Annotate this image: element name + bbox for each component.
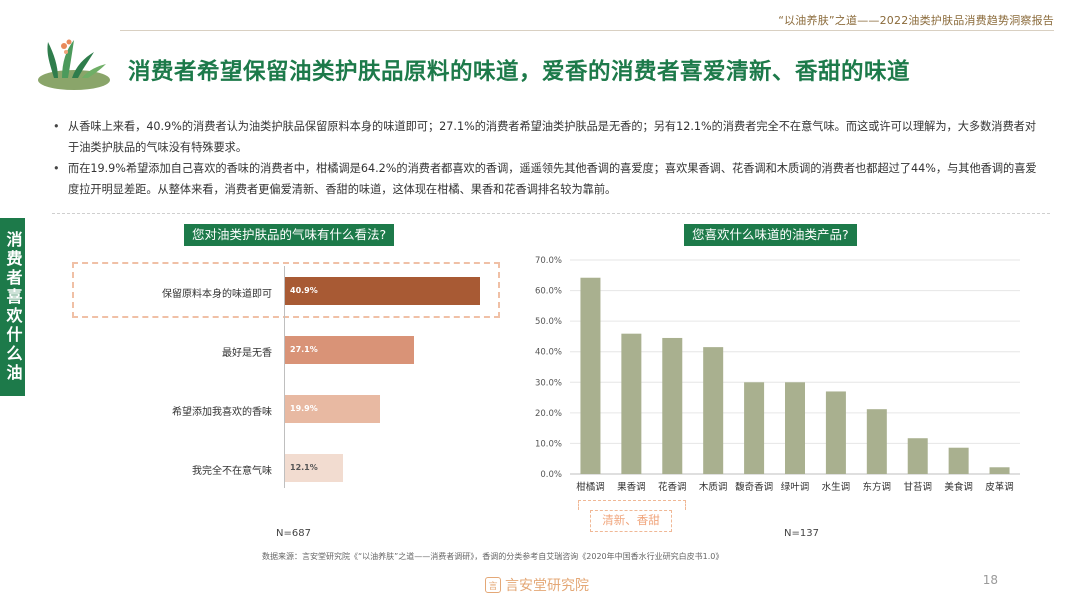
x-tick-label: 绿叶调 <box>781 481 810 493</box>
bar-category-label: 保留原料本身的味道即可 <box>162 289 272 300</box>
bullet-item: 从香味上来看，40.9%的消费者认为油类护肤品保留原料本身的味道即可；27.1%… <box>50 116 1040 158</box>
y-tick-label: 30.0% <box>535 378 562 388</box>
right-sample-size: N=137 <box>784 528 819 539</box>
x-tick-label: 木质调 <box>699 481 728 493</box>
bar <box>907 438 928 474</box>
x-tick-label: 柑橘调 <box>576 481 605 493</box>
header-rule <box>120 30 1054 31</box>
y-tick-label: 50.0% <box>535 317 562 327</box>
bar-category-label: 最好是无香 <box>222 348 272 359</box>
highlight-frame <box>72 262 500 318</box>
side-section-tab: 消费者喜欢什么油 <box>0 218 25 396</box>
bar-value-label: 27.1% <box>290 345 318 354</box>
bar <box>825 391 846 474</box>
bar <box>744 382 765 474</box>
y-tick-label: 60.0% <box>535 287 562 297</box>
bar-category-label: 希望添加我喜欢的香味 <box>172 407 272 418</box>
bar-value-label: 19.9% <box>290 404 318 413</box>
bar <box>989 467 1010 474</box>
bar-category-label: 我完全不在意气味 <box>192 466 272 477</box>
y-tick-label: 70.0% <box>535 256 562 266</box>
x-tick-label: 甘苔调 <box>903 481 932 493</box>
bar-value-label: 40.9% <box>290 286 318 295</box>
x-tick-label: 水生调 <box>822 481 851 493</box>
x-tick-label: 东方调 <box>863 481 892 493</box>
group-label: 清新、香甜 <box>590 510 672 532</box>
bar <box>662 337 683 474</box>
bullet-item: 而在19.9%希望添加自己喜欢的香味的消费者中，柑橘调是64.2%的消费者都喜欢… <box>50 158 1040 200</box>
left-chart-axis <box>284 266 285 488</box>
x-tick-label: 皮革调 <box>985 481 1014 493</box>
source-note: 数据来源：言安堂研究院《“以油养肤”之道——消费者调研》，香调的分类参考自艾瑞咨… <box>262 552 724 561</box>
bar <box>785 382 805 474</box>
bar <box>703 347 724 474</box>
x-tick-label: 花香调 <box>658 481 687 493</box>
divider <box>52 213 1050 214</box>
report-title: “以油养肤”之道——2022油类护肤品消费趋势洞察报告 <box>778 14 1054 27</box>
right-chart-title: 您喜欢什么味道的油类产品? <box>684 224 857 246</box>
bar <box>948 447 969 474</box>
left-sample-size: N=687 <box>276 528 311 539</box>
bar <box>621 333 642 474</box>
brand-name: 言安堂研究院 <box>505 578 589 594</box>
bar <box>580 277 601 474</box>
x-tick-label: 果香调 <box>617 482 646 493</box>
group-bracket <box>578 500 686 510</box>
page-title: 消费者希望保留油类护肤品原料的味道，爱香的消费者喜爱清新、香甜的味道 <box>128 59 911 85</box>
plant-decoration-icon <box>38 39 110 90</box>
y-tick-label: 0.0% <box>540 470 562 480</box>
bar <box>866 409 887 474</box>
bar-value-label: 12.1% <box>290 463 318 472</box>
bar <box>285 395 380 423</box>
page-number: 18 <box>982 573 998 587</box>
y-tick-label: 40.0% <box>535 348 562 358</box>
left-chart-title: 您对油类护肤品的气味有什么看法? <box>184 224 395 246</box>
brand-mark-icon: 言 <box>485 577 501 593</box>
y-tick-label: 10.0% <box>535 439 562 449</box>
bar <box>285 277 480 305</box>
summary-bullets: 从香味上来看，40.9%的消费者认为油类护肤品保留原料本身的味道即可；27.1%… <box>50 116 1040 200</box>
bar <box>285 454 343 482</box>
y-tick-label: 20.0% <box>535 409 562 419</box>
bar <box>285 336 414 364</box>
x-tick-label: 美食调 <box>944 481 973 493</box>
x-tick-label: 馥奇香调 <box>735 481 773 493</box>
brand-logo: 言 言安堂研究院 <box>485 575 589 595</box>
